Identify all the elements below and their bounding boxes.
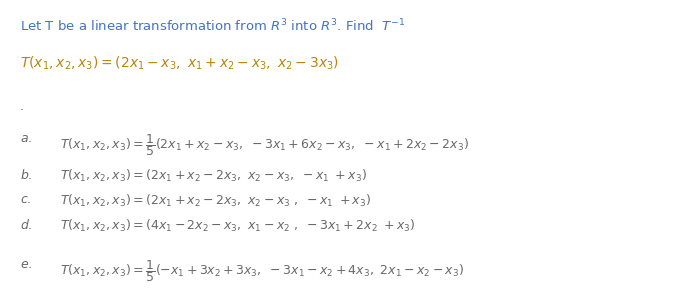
Text: .: . xyxy=(20,100,24,113)
Text: $T(x_1,x_2,x_3)=\dfrac{1}{5}(2x_1+x_2-x_3,\ -3x_1+6x_2-x_3,\ -x_1+2x_2-2x_3)$: $T(x_1,x_2,x_3)=\dfrac{1}{5}(2x_1+x_2-x_… xyxy=(60,132,469,158)
Text: $a.$: $a.$ xyxy=(20,132,32,145)
Text: $T(x_1,x_2,x_3)=\dfrac{1}{5}(-x_1+3x_2+3x_3,\ -3x_1-x_2+4x_3,\ 2x_1-x_2-x_3)$: $T(x_1,x_2,x_3)=\dfrac{1}{5}(-x_1+3x_2+3… xyxy=(60,258,464,284)
Text: $T(x_1,x_2,x_3)=(2x_1+x_2-2x_3,\ x_2-x_3,\ -x_1\ +x_3)$: $T(x_1,x_2,x_3)=(2x_1+x_2-2x_3,\ x_2-x_3… xyxy=(60,168,367,184)
Text: $d.$: $d.$ xyxy=(20,218,32,232)
Text: Let T be a linear transformation from $R^3$ into $R^3$. Find  $T^{-1}$: Let T be a linear transformation from $R… xyxy=(20,18,405,35)
Text: $T(x_1,x_2,x_3)=(2x_1+x_2-2x_3,\ x_2-x_3\ ,\ -x_1\ +x_3)$: $T(x_1,x_2,x_3)=(2x_1+x_2-2x_3,\ x_2-x_3… xyxy=(60,193,371,209)
Text: $c.$: $c.$ xyxy=(20,193,32,206)
Text: $T(x_1,x_2,x_3)=(4x_1-2x_2-x_3,\ x_1-x_2\ ,\ -3x_1+2x_2\ +x_3)$: $T(x_1,x_2,x_3)=(4x_1-2x_2-x_3,\ x_1-x_2… xyxy=(60,218,416,234)
Text: $e.$: $e.$ xyxy=(20,258,32,271)
Text: $b.$: $b.$ xyxy=(20,168,32,182)
Text: $T(x_1,x_2,x_3)=(2x_1-x_3,\ x_1+x_2-x_3,\ x_2-3x_3)$: $T(x_1,x_2,x_3)=(2x_1-x_3,\ x_1+x_2-x_3,… xyxy=(20,55,339,73)
